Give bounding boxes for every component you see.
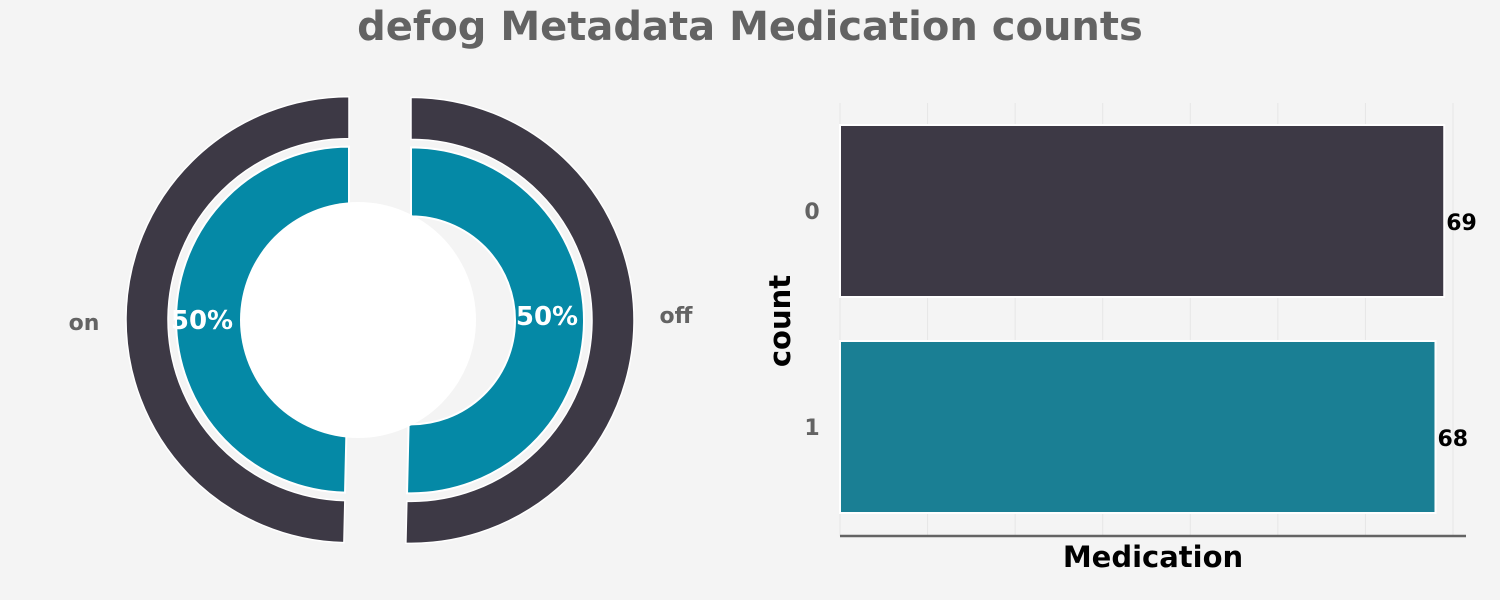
y-axis-label: count	[763, 275, 797, 367]
bar-value-label-1: 68	[1437, 427, 1468, 452]
bar-0	[839, 124, 1446, 298]
pie-label-on: on	[69, 311, 100, 336]
bar-chart: 69 0 68 1 Medication count	[763, 103, 1477, 574]
donut-center-hole	[240, 202, 476, 438]
x-axis-label: Medication	[1063, 540, 1243, 574]
pie-label-off: off	[660, 304, 694, 329]
bar-value-label-0: 69	[1446, 211, 1477, 236]
inner-ring-slice-off	[406, 146, 585, 495]
percent-label-on: 50%	[171, 306, 233, 336]
donut-chart: 50% 50% on off	[69, 95, 694, 545]
y-tick-label-0: 0	[804, 200, 819, 225]
outer-ring-slice-off	[405, 96, 635, 545]
chart-title: defog Metadata Medication counts	[357, 4, 1143, 50]
bar-1	[839, 340, 1437, 514]
percent-label-off: 50%	[516, 302, 578, 332]
y-tick-label-1: 1	[804, 416, 819, 441]
outer-ring-slice-on	[125, 95, 350, 544]
